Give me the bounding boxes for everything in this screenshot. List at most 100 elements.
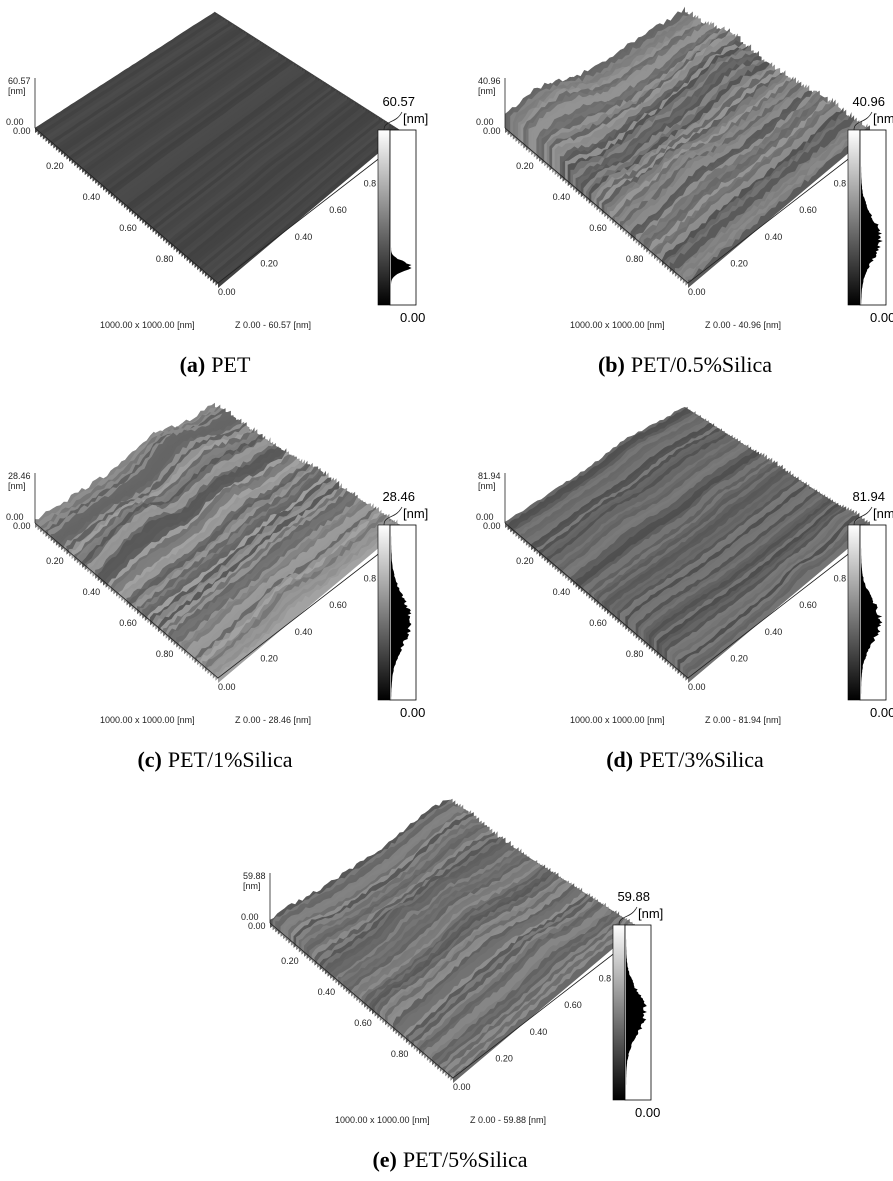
right-tick-label: 0.8 <box>834 574 847 584</box>
left-tick-label: 0.40 <box>83 192 101 202</box>
scale-bottom-label: 0.00 <box>400 705 425 720</box>
right-tick-label: 0.20 <box>260 653 278 663</box>
caption: (a)PET <box>180 352 251 377</box>
scale-unit-label: [nm] <box>873 111 893 126</box>
right-tick-label: 0.40 <box>530 1027 548 1037</box>
left-tick-label: 0.20 <box>516 161 534 171</box>
caption-name: PET <box>211 352 251 377</box>
left-tick-label: 0.60 <box>589 618 607 628</box>
corner-label: 0.00 <box>218 682 236 692</box>
surface <box>505 7 870 288</box>
scale-top-label: 40.96 <box>852 94 885 109</box>
right-tick-label: 0.40 <box>295 232 313 242</box>
right-tick-label: 0.40 <box>765 232 783 242</box>
scale-top-label: 59.88 <box>617 889 650 904</box>
z-max-label: 60.57 <box>8 76 31 86</box>
left-tick-label: 0.60 <box>354 1018 372 1028</box>
left-tick-label: 0.00 <box>13 126 31 136</box>
left-tick-label: 0.20 <box>46 161 64 171</box>
left-tick-label: 0.40 <box>553 192 571 202</box>
left-tick-label: 0.80 <box>156 254 174 264</box>
caption-name: PET/1%Silica <box>168 747 293 772</box>
color-bar <box>848 130 860 305</box>
surface <box>505 407 870 683</box>
z-max-label: 59.88 <box>243 871 266 881</box>
corner-label: 0.00 <box>218 287 236 297</box>
scale-top-label: 28.46 <box>382 489 415 504</box>
right-tick-label: 0.60 <box>329 205 347 215</box>
caption-label: (c) <box>137 747 161 772</box>
caption: (c) PET/1%Silica <box>137 747 292 772</box>
scale-unit-label: [nm] <box>638 906 663 921</box>
caption-name: PET/0.5%Silica <box>631 352 772 377</box>
scale-bottom-label: 0.00 <box>400 310 425 325</box>
left-tick-label: 0.60 <box>119 618 137 628</box>
footer-z: Z 0.00 - 60.57 [nm] <box>235 320 311 330</box>
footer-size: 1000.00 x 1000.00 [nm] <box>570 320 665 330</box>
color-bar <box>613 925 625 1100</box>
figure: 60.57[nm]0.000.000.200.400.600.800.000.2… <box>0 0 893 1181</box>
z-unit-label: [nm] <box>478 481 496 491</box>
right-tick-label: 0.20 <box>260 258 278 268</box>
surface <box>35 12 400 288</box>
surface <box>270 799 635 1083</box>
caption-label: (e) <box>372 1147 396 1172</box>
footer-z: Z 0.00 - 59.88 [nm] <box>470 1115 546 1125</box>
right-tick-label: 0.60 <box>799 205 817 215</box>
scale-unit-label: [nm] <box>403 111 428 126</box>
left-tick-label: 0.00 <box>483 126 501 136</box>
color-bar <box>848 525 860 700</box>
right-tick-label: 0.60 <box>799 600 817 610</box>
afm-panel: 60.57[nm]0.000.000.200.400.600.800.000.2… <box>6 12 428 377</box>
right-tick-label: 0.8 <box>599 974 612 984</box>
footer-size: 1000.00 x 1000.00 [nm] <box>100 715 195 725</box>
z-max-label: 81.94 <box>478 471 501 481</box>
footer-size: 1000.00 x 1000.00 [nm] <box>570 715 665 725</box>
right-tick-label: 0.8 <box>834 179 847 189</box>
corner-label: 0.00 <box>688 682 706 692</box>
z-unit-label: [nm] <box>8 86 26 96</box>
left-tick-label: 0.60 <box>589 223 607 233</box>
footer-size: 1000.00 x 1000.00 [nm] <box>100 320 195 330</box>
scale-top-label: 60.57 <box>382 94 415 109</box>
z-unit-label: [nm] <box>8 481 26 491</box>
right-tick-label: 0.20 <box>495 1053 513 1063</box>
color-bar <box>378 130 390 305</box>
footer-z: Z 0.00 - 81.94 [nm] <box>705 715 781 725</box>
caption-label: (b) <box>598 352 625 377</box>
left-tick-label: 0.80 <box>626 649 644 659</box>
caption-name: PET/3%Silica <box>639 747 764 772</box>
left-tick-label: 0.00 <box>483 521 501 531</box>
scale-unit-label: [nm] <box>873 506 893 521</box>
caption-label: (d) <box>606 747 633 772</box>
left-tick-label: 0.00 <box>13 521 31 531</box>
caption-name: PET/5%Silica <box>403 1147 528 1172</box>
afm-panel: 81.94[nm]0.000.000.200.400.600.800.000.2… <box>476 407 893 772</box>
z-max-label: 28.46 <box>8 471 31 481</box>
left-tick-label: 0.20 <box>46 556 64 566</box>
corner-label: 0.00 <box>688 287 706 297</box>
left-tick-label: 0.60 <box>119 223 137 233</box>
scale-top-label: 81.94 <box>852 489 885 504</box>
right-tick-label: 0.60 <box>564 1000 582 1010</box>
afm-panel: 40.96[nm]0.000.000.200.400.600.800.000.2… <box>476 7 893 377</box>
left-tick-label: 0.20 <box>516 556 534 566</box>
caption-label: (a) <box>180 352 206 377</box>
scale-bottom-label: 0.00 <box>635 1105 660 1120</box>
right-tick-label: 0.20 <box>730 653 748 663</box>
z-unit-label: [nm] <box>478 86 496 96</box>
afm-panel: 28.46[nm]0.000.000.200.400.600.800.000.2… <box>6 403 428 772</box>
color-bar <box>378 525 390 700</box>
right-tick-label: 0.20 <box>730 258 748 268</box>
z-unit-label: [nm] <box>243 881 261 891</box>
z-max-label: 40.96 <box>478 76 501 86</box>
right-tick-label: 0.60 <box>329 600 347 610</box>
left-tick-label: 0.00 <box>248 921 266 931</box>
caption: (b)PET/0.5%Silica <box>598 352 772 377</box>
left-tick-label: 0.80 <box>156 649 174 659</box>
right-tick-label: 0.40 <box>295 627 313 637</box>
caption: (e) PET/5%Silica <box>372 1147 527 1172</box>
right-tick-label: 0.8 <box>364 574 377 584</box>
surface <box>35 403 400 683</box>
left-tick-label: 0.40 <box>83 587 101 597</box>
